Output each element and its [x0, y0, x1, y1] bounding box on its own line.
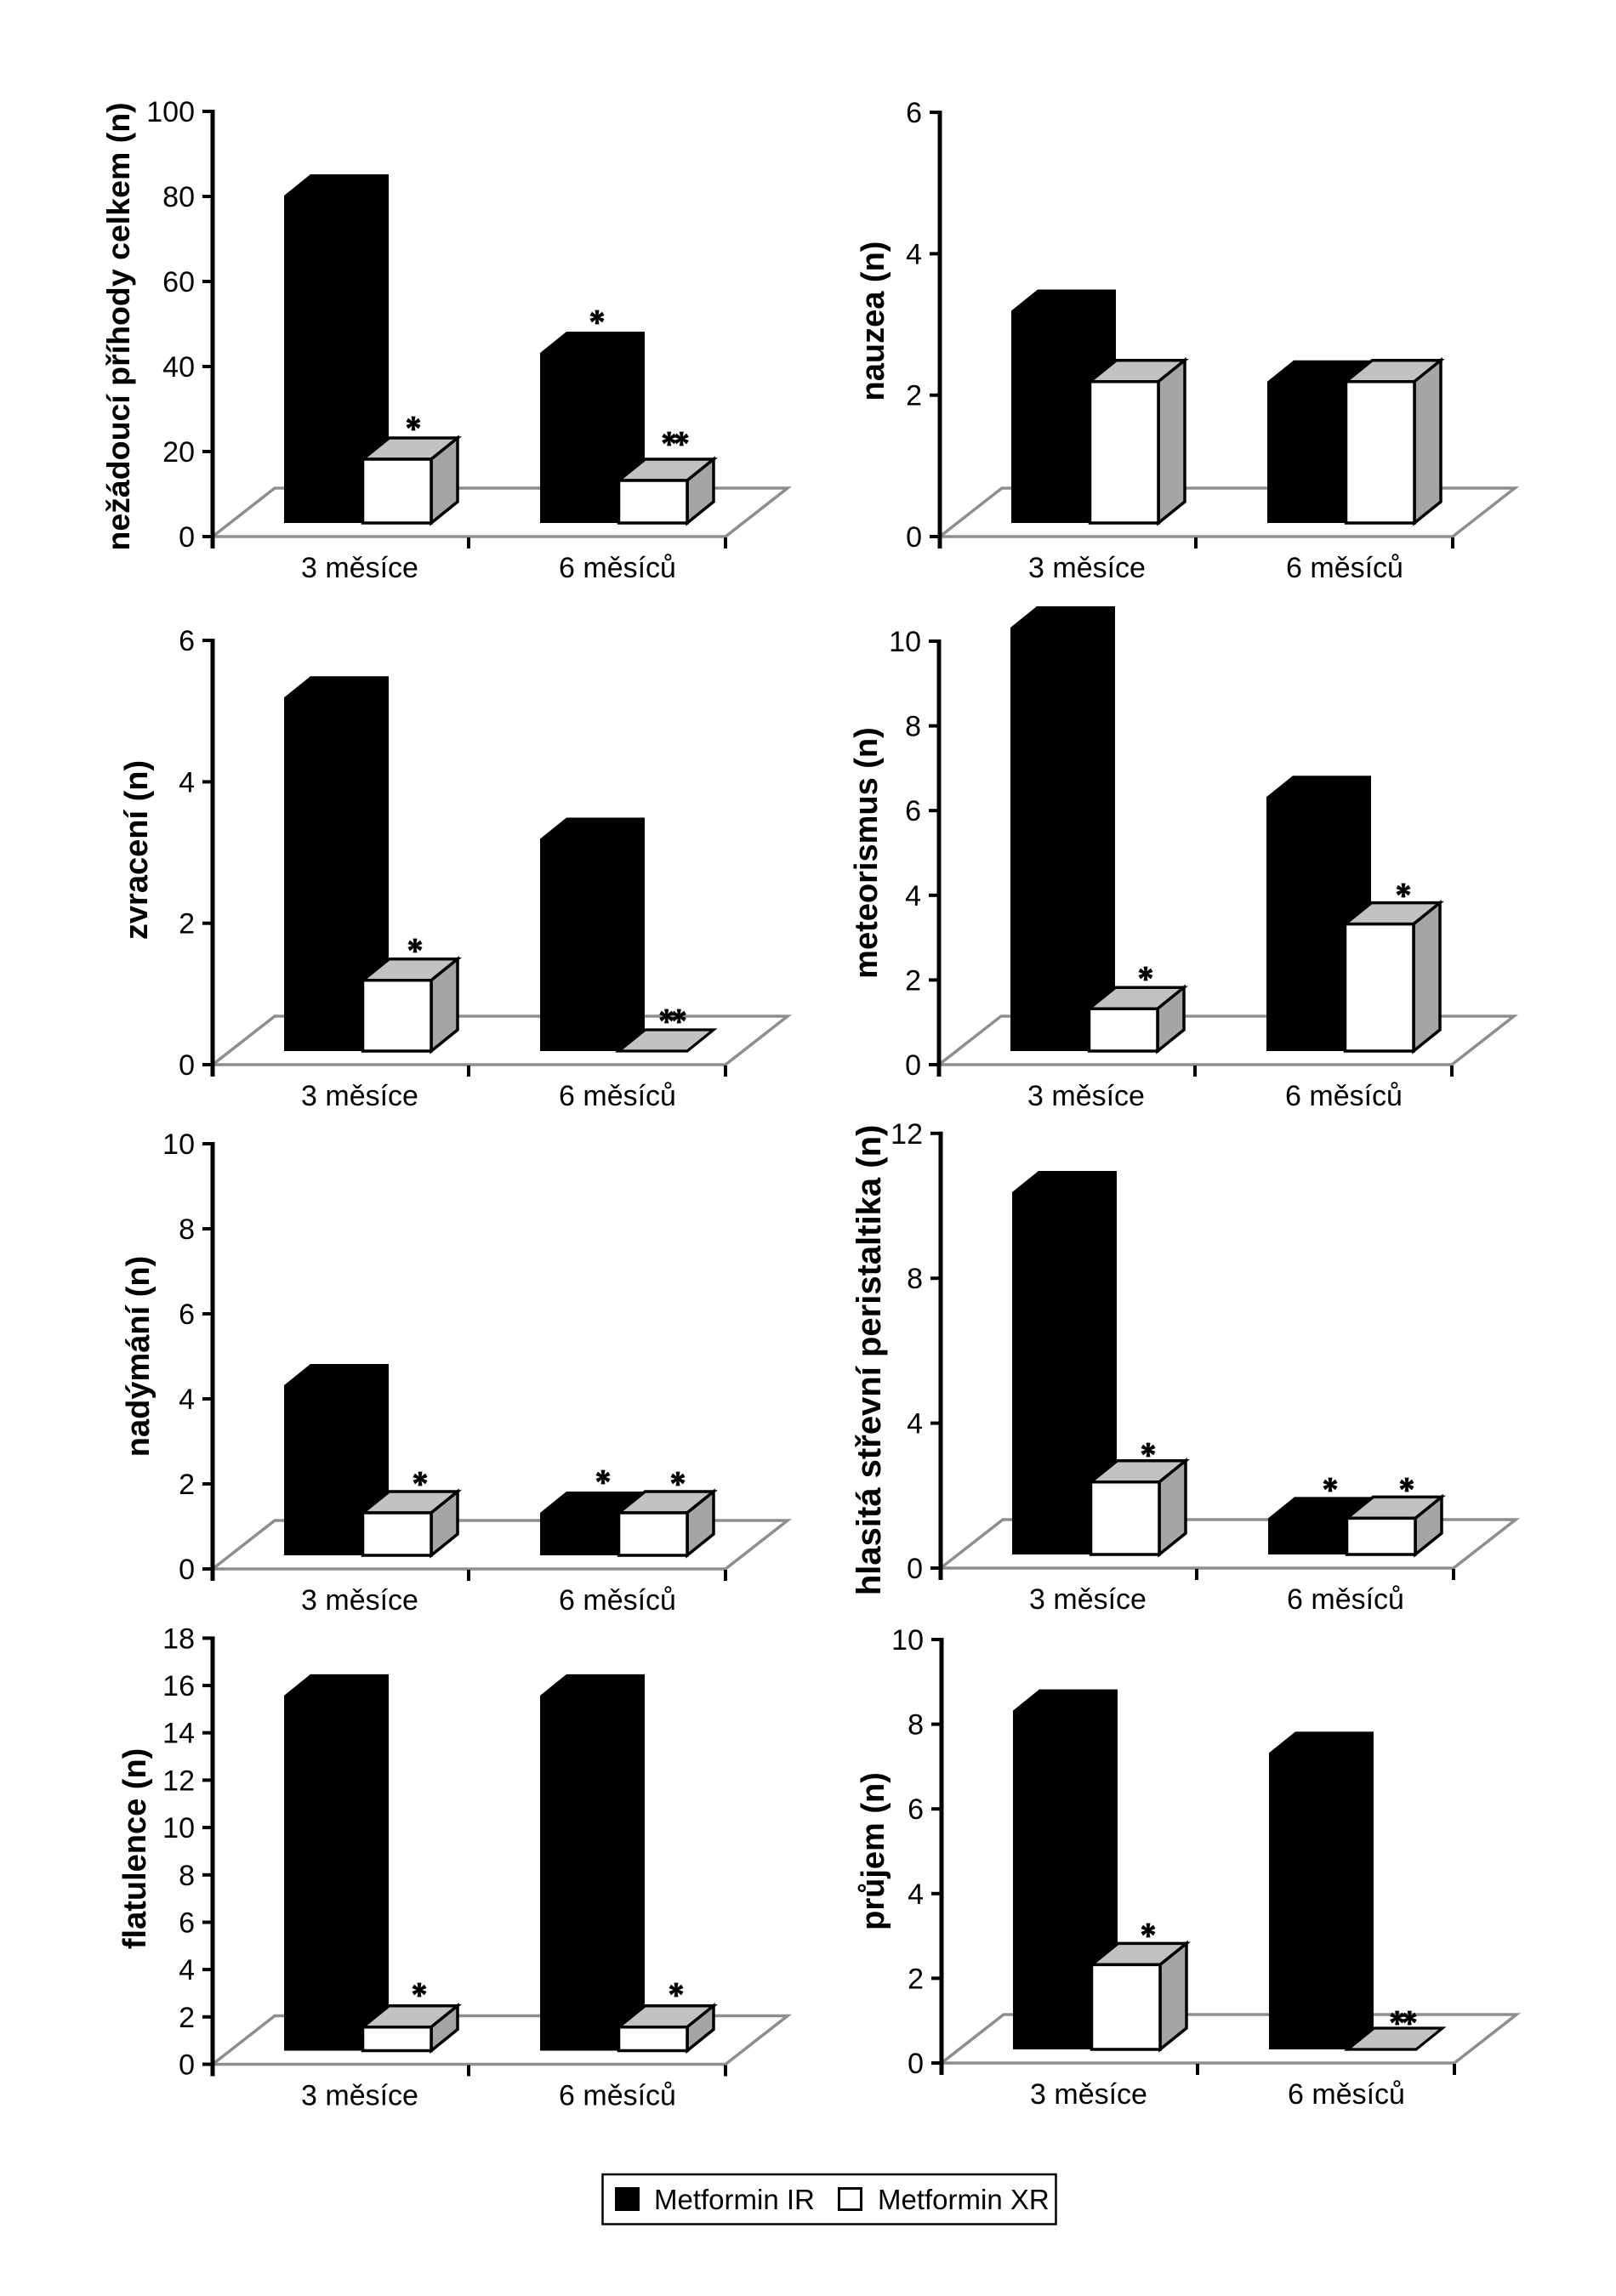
svg-text:6: 6: [179, 1907, 195, 1940]
svg-text:14: 14: [162, 1718, 195, 1750]
svg-text:4: 4: [179, 766, 195, 798]
svg-text:0: 0: [179, 521, 195, 554]
svg-text:2: 2: [905, 964, 921, 997]
svg-text:6: 6: [908, 1793, 924, 1826]
svg-text:4: 4: [179, 1384, 195, 1416]
svg-text:6: 6: [906, 97, 922, 129]
svg-text:6 měsíců: 6 měsíců: [1287, 1583, 1404, 1616]
svg-text:2: 2: [179, 2002, 195, 2034]
svg-text:4: 4: [905, 880, 921, 912]
svg-text:4: 4: [908, 1878, 924, 1911]
svg-text:meteorismus (n): meteorismus (n): [849, 727, 885, 979]
svg-text:6 měsíců: 6 měsíců: [1285, 1080, 1403, 1112]
svg-text:4: 4: [907, 1408, 923, 1441]
svg-text:6 měsíců: 6 měsíců: [1288, 2078, 1405, 2111]
svg-text:0: 0: [905, 1049, 921, 1082]
svg-text:40: 40: [162, 351, 195, 384]
svg-text:10: 10: [162, 1128, 195, 1161]
svg-text:3 měsíce: 3 měsíce: [1029, 1583, 1147, 1616]
svg-text:6: 6: [179, 1299, 195, 1331]
svg-text:0: 0: [179, 1554, 195, 1586]
svg-text:80: 80: [162, 181, 195, 213]
svg-text:10: 10: [891, 1624, 924, 1657]
svg-text:10: 10: [889, 626, 921, 658]
svg-text:60: 60: [162, 266, 195, 298]
svg-text:Metformin XR: Metformin XR: [878, 2184, 1050, 2215]
svg-text:6 měsíců: 6 měsíců: [559, 552, 676, 584]
svg-text:3 měsíce: 3 měsíce: [301, 2080, 418, 2112]
svg-text:6: 6: [905, 795, 921, 827]
svg-text:2: 2: [179, 1469, 195, 1501]
svg-text:4: 4: [906, 238, 922, 270]
svg-text:18: 18: [162, 1623, 195, 1655]
svg-text:3 měsíce: 3 měsíce: [301, 1584, 418, 1617]
svg-text:2: 2: [179, 908, 195, 941]
svg-text:6 měsíců: 6 měsíců: [1286, 552, 1403, 584]
svg-text:12: 12: [162, 1765, 195, 1797]
svg-text:100: 100: [146, 96, 195, 128]
svg-text:6: 6: [179, 625, 195, 657]
svg-text:0: 0: [907, 1553, 923, 1585]
svg-text:20: 20: [162, 436, 195, 469]
svg-text:16: 16: [162, 1670, 195, 1702]
svg-text:průjem (n): průjem (n): [856, 1772, 891, 1930]
svg-text:3 měsíce: 3 měsíce: [1027, 1080, 1145, 1112]
svg-text:nadýmání (n): nadýmání (n): [121, 1256, 156, 1457]
svg-text:0: 0: [179, 1049, 195, 1082]
svg-text:10: 10: [162, 1812, 195, 1844]
svg-text:8: 8: [179, 1860, 195, 1892]
svg-text:0: 0: [906, 521, 922, 554]
svg-text:4: 4: [179, 1954, 195, 1986]
svg-text:8: 8: [905, 711, 921, 743]
svg-text:3 měsíce: 3 měsíce: [301, 552, 418, 584]
svg-text:3 měsíce: 3 měsíce: [1028, 552, 1146, 584]
svg-text:zvracení (n): zvracení (n): [119, 760, 155, 940]
svg-text:nauzea (n): nauzea (n): [856, 242, 891, 401]
svg-text:nežádoucí příhody celkem (n): nežádoucí příhody celkem (n): [100, 102, 136, 550]
svg-text:6 měsíců: 6 měsíců: [559, 1080, 676, 1112]
svg-text:0: 0: [179, 2049, 195, 2082]
svg-text:2: 2: [906, 380, 922, 412]
svg-text:3 měsíce: 3 měsíce: [1030, 2078, 1147, 2111]
svg-text:12: 12: [891, 1118, 923, 1151]
svg-text:0: 0: [908, 2048, 924, 2080]
svg-text:8: 8: [908, 1709, 924, 1742]
svg-text:2: 2: [908, 1963, 924, 1995]
svg-text:8: 8: [907, 1263, 923, 1295]
svg-text:6 měsíců: 6 měsíců: [559, 2080, 676, 2112]
svg-text:6 měsíců: 6 měsíců: [559, 1584, 676, 1617]
svg-text:3 měsíce: 3 měsíce: [301, 1080, 418, 1112]
svg-text:flatulence (n): flatulence (n): [117, 1748, 153, 1949]
svg-text:hlasitá střevní peristaltika (: hlasitá střevní peristaltika (n): [851, 1125, 888, 1596]
svg-text:8: 8: [179, 1213, 195, 1246]
svg-text:Metformin IR: Metformin IR: [654, 2184, 815, 2215]
